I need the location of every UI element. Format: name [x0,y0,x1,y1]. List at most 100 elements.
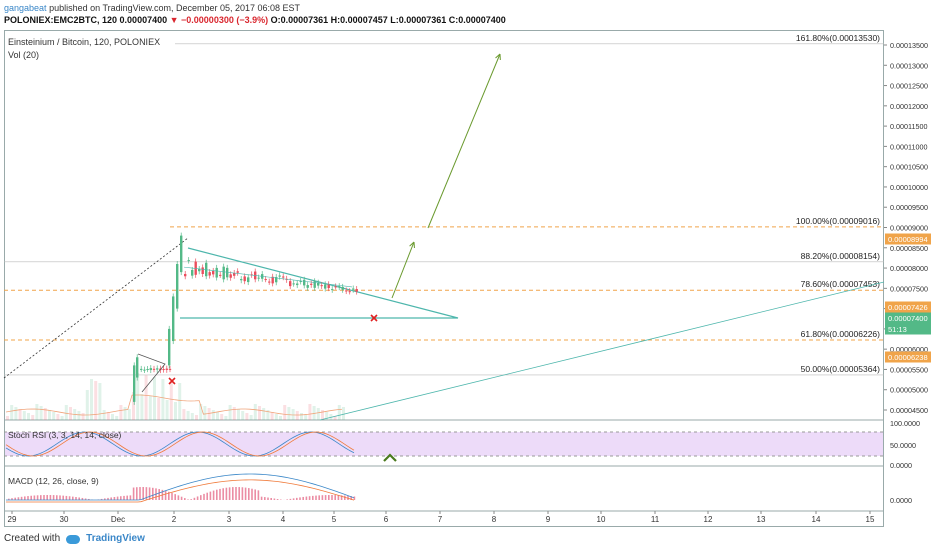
macd-histogram-bar [132,487,135,500]
volume-bar [10,405,14,420]
macd-histogram-bar [72,496,74,500]
macd-histogram-bar [136,487,138,500]
candle [289,281,292,287]
macd-histogram-bar [334,495,336,500]
candle [229,274,232,278]
time-axis-label: 13 [757,515,766,524]
macd-histogram-bar [78,497,80,500]
candle [306,285,309,288]
macd-histogram-bar [174,494,176,500]
volume-bar [203,406,207,420]
volume-bar [35,404,39,420]
candle [233,272,236,276]
time-axis-label: 15 [866,515,875,524]
macd-histogram-bar [248,488,250,500]
candle [168,328,171,366]
macd-histogram-bar [171,492,173,500]
volume-bar [342,407,345,420]
time-axis-label: 3 [227,515,232,524]
macd-histogram-bar [318,495,320,500]
volume-bar [337,405,341,420]
macd-histogram-bar [264,497,266,500]
macd-histogram-bar [40,495,42,500]
volume-bar [31,415,35,420]
macd-histogram-bar [164,490,167,500]
candle [140,368,143,370]
stoch-up-chevron-icon [383,453,397,462]
chart-frame [4,30,884,527]
price-axis-label: 0.00011500 [890,122,927,131]
macd-histogram-bar [209,491,212,500]
volume-bar [295,411,299,420]
candle [191,269,194,276]
macd-histogram-bar [270,498,272,500]
volume-bar [90,379,93,420]
macd-histogram-bar [196,496,199,500]
candle [334,286,337,288]
author-link[interactable]: gangabeat [4,3,47,13]
price-axis-label: 0.00007500 [890,284,928,293]
price-tag-label: 0.00006238 [888,353,928,362]
fib-label: 161.80%(0.00013530) [796,33,880,43]
macd-histogram-bar [75,497,77,500]
candle [320,285,323,287]
macd-histogram-bar [286,499,288,500]
candle [212,270,215,275]
price-axis-label: 0.00008500 [890,244,928,253]
macd-histogram-bar [126,495,128,500]
fib-label: 61.80%(0.00006226) [801,329,881,339]
time-axis-label: 8 [492,515,497,524]
candle [176,264,179,309]
price-tag-label: 0.00007426 [888,303,928,312]
macd-histogram-bar [46,495,48,500]
macd-line [6,473,355,501]
candle [236,271,239,273]
volume-bar [22,411,26,420]
volume-bar [153,377,156,420]
volume-bar [253,404,257,420]
macd-histogram-bar [203,493,205,500]
macd-histogram-bar [113,496,116,500]
tradingview-brand[interactable]: TradingView [86,533,145,544]
candle [327,284,330,289]
macd-histogram-bar [59,495,61,500]
time-axis-label: 4 [281,515,286,524]
macd-signal-line [6,479,355,503]
volume-bar [195,415,198,420]
volume-ma-line [5,394,343,416]
fib-label: 78.60%(0.00007453) [801,279,881,289]
candle [165,368,168,370]
price-axis-label: 0.00010500 [890,163,928,172]
time-axis-label: 10 [597,515,606,524]
candle [352,288,355,290]
volume-bar [127,409,131,420]
price-tag [885,351,931,363]
macd-histogram-bar [324,495,327,500]
stoch-axis-label: 100.0000 [890,419,920,428]
candle [219,274,222,276]
macd-histogram-bar [110,497,112,500]
created-with-text: Created with [4,533,61,544]
candle [194,261,197,275]
macd-histogram-bar [315,495,317,500]
candle [143,369,146,371]
candle [299,281,302,283]
volume-bar [157,398,161,420]
volume-bar [106,412,110,420]
candle [136,357,139,378]
macd-histogram-bar [65,495,68,500]
price-axis-label: 0.00012500 [890,82,928,91]
volume-bar [81,413,85,420]
last-price: 0.00007400 [119,15,168,25]
stoch-axis-label: 50.0000 [890,441,916,450]
volume-bar [287,407,291,420]
volume-bar [43,408,47,420]
volume-bar [228,405,232,420]
long-trendline [319,281,885,421]
breakout-x-marker [370,314,378,322]
volume-bar [300,413,303,420]
price-axis-label: 0.00012000 [890,102,928,111]
macd-histogram-bar [180,496,183,500]
price-change: ▼ −0.00000300 (−3.9%) [169,15,269,25]
